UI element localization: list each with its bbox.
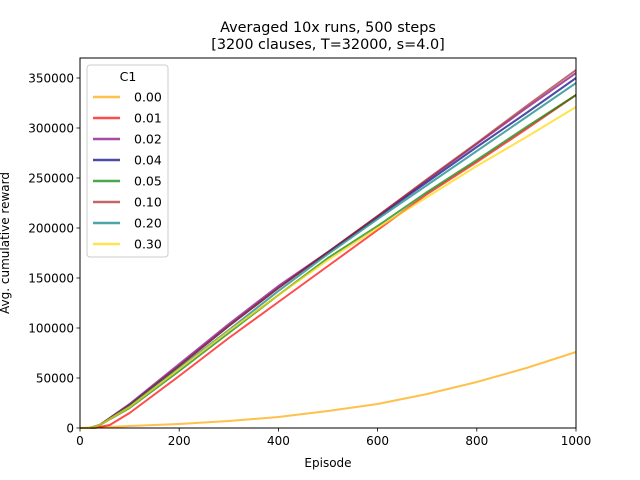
legend: C1 0.00 0.01 0.02 0.04 0.05 0.10 0.20 0.30 bbox=[86, 64, 169, 258]
x-tick-label: 600 bbox=[366, 434, 389, 448]
plot-frame bbox=[79, 57, 577, 429]
y-tick-label: 100000 bbox=[28, 322, 74, 336]
y-tick-label: 300000 bbox=[28, 122, 74, 136]
y-axis-label: Avg. cumulative reward bbox=[0, 172, 12, 314]
y-tick-label: 50000 bbox=[36, 372, 74, 386]
legend-label-3: 0.04 bbox=[134, 153, 162, 168]
y-tick-label: 250000 bbox=[28, 172, 74, 186]
x-tick-label: 200 bbox=[168, 434, 191, 448]
legend-title: C1 bbox=[120, 69, 137, 84]
x-tick-label: 1000 bbox=[561, 434, 592, 448]
y-tick-label: 0 bbox=[66, 422, 74, 436]
legend-label-4: 0.05 bbox=[134, 174, 162, 189]
legend-label-2: 0.02 bbox=[134, 132, 162, 147]
legend-entries: 0.00 0.01 0.02 0.04 0.05 0.10 0.20 0.30 bbox=[93, 90, 162, 252]
y-tick-label: 200000 bbox=[28, 222, 74, 236]
legend-box bbox=[86, 64, 169, 258]
legend-label-1: 0.01 bbox=[134, 111, 162, 126]
y-axis: 0 50000 100000 150000 200000 250000 300000 3500… bbox=[28, 72, 80, 436]
series-line-7 bbox=[80, 106, 577, 429]
y-tick-label: 350000 bbox=[28, 72, 74, 86]
x-tick-label: 800 bbox=[465, 434, 488, 448]
series-line-1 bbox=[80, 94, 577, 429]
x-axis-label: Episode bbox=[304, 456, 351, 470]
legend-label-7: 0.30 bbox=[134, 237, 162, 252]
legend-label-5: 0.10 bbox=[134, 195, 162, 210]
y-tick-label: 150000 bbox=[28, 272, 74, 286]
x-axis: 0 200 400 600 800 1000 bbox=[76, 428, 591, 448]
legend-label-6: 0.20 bbox=[134, 216, 162, 231]
x-tick-label: 400 bbox=[267, 434, 290, 448]
legend-label-0: 0.00 bbox=[134, 90, 162, 105]
x-tick-label: 0 bbox=[76, 434, 84, 448]
series-line-0 bbox=[79, 351, 577, 429]
chart-subtitle: [3200 clauses, T=32000, s=4.0] bbox=[211, 37, 445, 53]
series-layer bbox=[79, 69, 577, 429]
chart-title: Averaged 10x runs, 500 steps bbox=[220, 20, 436, 36]
